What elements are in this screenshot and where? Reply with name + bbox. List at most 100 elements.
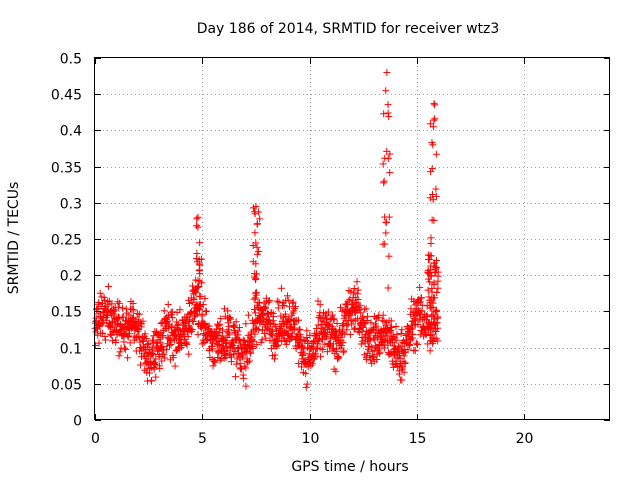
data-point (168, 322, 176, 330)
data-point (414, 320, 422, 328)
data-point (146, 365, 154, 373)
data-point (225, 314, 233, 322)
data-point (400, 368, 408, 376)
data-point (194, 282, 202, 290)
data-point (427, 252, 435, 260)
data-point (289, 298, 297, 306)
y-tick-label: 0.3 (60, 197, 82, 213)
data-point (307, 362, 315, 370)
data-point (201, 294, 209, 302)
data-point (171, 362, 179, 370)
data-point (338, 342, 346, 350)
data-point (273, 297, 281, 305)
data-point (247, 349, 255, 357)
data-point (262, 304, 270, 312)
data-point (352, 300, 360, 308)
data-point (184, 322, 192, 330)
data-point (239, 353, 247, 361)
data-point (416, 298, 424, 306)
data-point (194, 213, 202, 221)
y-tick-label: 0.35 (51, 161, 82, 177)
data-point (372, 322, 380, 330)
data-point (338, 329, 346, 337)
data-point (380, 179, 388, 187)
data-point (192, 311, 200, 319)
data-point (284, 332, 292, 340)
data-point (104, 283, 112, 291)
data-point (256, 215, 264, 223)
data-point (234, 327, 242, 335)
data-point (211, 359, 219, 367)
data-point (145, 340, 153, 348)
data-point (242, 320, 250, 328)
data-point (232, 360, 240, 368)
data-point (332, 347, 340, 355)
data-point (249, 344, 257, 352)
data-point (404, 346, 412, 354)
data-point (251, 330, 259, 338)
data-point (433, 264, 441, 272)
data-point (269, 312, 277, 320)
data-point (276, 324, 284, 332)
data-point (428, 165, 436, 173)
data-point (251, 210, 259, 218)
data-point (152, 373, 160, 381)
data-point (324, 321, 332, 329)
data-point (253, 250, 261, 258)
data-point (129, 313, 137, 321)
data-point (412, 339, 420, 347)
x-tick-label: 5 (198, 431, 207, 447)
data-point (339, 348, 347, 356)
data-point (432, 192, 440, 200)
data-point (430, 100, 438, 108)
data-point (186, 309, 194, 317)
data-point (114, 303, 122, 311)
x-tick-label: 0 (91, 431, 100, 447)
data-point (323, 348, 331, 356)
data-point (289, 299, 297, 307)
data-point (348, 320, 356, 328)
data-point (280, 302, 288, 310)
data-point (426, 347, 434, 355)
data-point (392, 323, 400, 331)
data-point (122, 345, 130, 353)
data-point (356, 301, 364, 309)
data-point (354, 296, 362, 304)
data-point (160, 307, 168, 315)
data-point (120, 331, 128, 339)
data-point (152, 355, 160, 363)
data-point (106, 322, 114, 330)
data-point (374, 334, 382, 342)
data-point (297, 333, 305, 341)
data-point (386, 150, 394, 158)
data-point (253, 341, 261, 349)
data-point (387, 317, 395, 325)
data-point (96, 289, 104, 297)
data-point (434, 313, 442, 321)
data-point (119, 313, 127, 321)
data-point (271, 322, 279, 330)
data-point (340, 347, 348, 355)
data-point (108, 300, 116, 308)
data-point (431, 115, 439, 123)
data-point (385, 113, 393, 121)
data-point (148, 349, 156, 357)
data-point (316, 301, 324, 309)
data-point (424, 251, 432, 259)
data-point (312, 349, 320, 357)
data-point (413, 299, 421, 307)
data-point (362, 355, 370, 363)
data-point (254, 326, 262, 334)
data-point (159, 332, 167, 340)
data-point (295, 316, 303, 324)
data-point (205, 322, 213, 330)
data-point (362, 305, 370, 313)
data-point (429, 123, 437, 131)
x-tick-label: 10 (302, 431, 320, 447)
data-point (245, 357, 253, 365)
data-point (384, 101, 392, 109)
data-point (378, 316, 386, 324)
data-point (169, 354, 177, 362)
data-point (426, 304, 434, 312)
